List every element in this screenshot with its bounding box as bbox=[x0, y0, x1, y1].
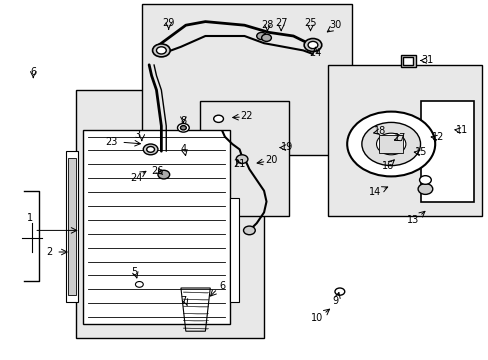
Text: 6: 6 bbox=[219, 281, 225, 291]
Circle shape bbox=[146, 147, 154, 152]
Bar bbox=[200, 101, 288, 216]
Text: 30: 30 bbox=[328, 20, 341, 30]
Circle shape bbox=[143, 144, 158, 155]
Bar bbox=[142, 4, 351, 155]
Text: 7: 7 bbox=[180, 296, 186, 306]
Bar bbox=[400, 55, 415, 67]
Text: 15: 15 bbox=[414, 147, 427, 157]
Text: 10: 10 bbox=[310, 312, 323, 323]
Circle shape bbox=[180, 126, 186, 130]
Text: 1: 1 bbox=[27, 213, 33, 223]
Bar bbox=[83, 130, 229, 324]
Circle shape bbox=[376, 133, 405, 155]
Bar bbox=[403, 57, 412, 65]
Circle shape bbox=[135, 282, 143, 287]
Text: 26: 26 bbox=[151, 166, 163, 176]
Text: 22: 22 bbox=[240, 111, 253, 121]
Circle shape bbox=[158, 170, 169, 179]
Text: 25: 25 bbox=[304, 18, 316, 28]
Circle shape bbox=[361, 122, 420, 166]
Text: 27: 27 bbox=[274, 18, 287, 28]
Text: 16: 16 bbox=[381, 161, 393, 171]
Circle shape bbox=[307, 41, 317, 49]
Text: 9: 9 bbox=[331, 296, 337, 306]
Circle shape bbox=[243, 226, 255, 235]
Bar bbox=[68, 158, 76, 295]
Text: 20: 20 bbox=[264, 155, 277, 165]
Circle shape bbox=[334, 288, 344, 295]
Circle shape bbox=[256, 32, 266, 40]
Text: 17: 17 bbox=[393, 132, 406, 143]
Bar bbox=[66, 151, 78, 302]
Text: 24: 24 bbox=[129, 173, 142, 183]
Circle shape bbox=[417, 184, 432, 194]
Text: 11: 11 bbox=[455, 125, 468, 135]
Text: 14: 14 bbox=[368, 186, 381, 197]
Circle shape bbox=[346, 112, 434, 176]
Bar bbox=[378, 135, 403, 153]
Text: 31: 31 bbox=[421, 55, 433, 66]
Text: 13: 13 bbox=[406, 215, 419, 225]
Circle shape bbox=[177, 123, 189, 132]
Text: 24: 24 bbox=[308, 48, 321, 58]
Text: 6: 6 bbox=[30, 67, 36, 77]
Bar bbox=[420, 101, 473, 202]
Text: 5: 5 bbox=[131, 267, 137, 277]
Circle shape bbox=[156, 47, 166, 54]
Text: 12: 12 bbox=[430, 132, 443, 142]
Circle shape bbox=[261, 34, 271, 41]
Text: 21: 21 bbox=[233, 159, 245, 169]
Bar bbox=[327, 65, 481, 216]
Circle shape bbox=[213, 115, 223, 122]
Text: 3: 3 bbox=[134, 130, 140, 140]
Text: 8: 8 bbox=[180, 116, 186, 126]
Circle shape bbox=[236, 155, 247, 163]
Text: 28: 28 bbox=[261, 20, 273, 30]
Bar bbox=[229, 198, 238, 302]
Text: 29: 29 bbox=[162, 18, 175, 28]
Text: 2: 2 bbox=[46, 247, 52, 257]
Circle shape bbox=[386, 140, 395, 148]
Bar bbox=[76, 90, 264, 338]
Text: 19: 19 bbox=[281, 141, 293, 152]
Circle shape bbox=[419, 176, 430, 184]
Text: 18: 18 bbox=[373, 126, 386, 136]
Circle shape bbox=[152, 44, 170, 57]
Text: 23: 23 bbox=[105, 137, 118, 147]
Circle shape bbox=[304, 39, 321, 51]
Text: 4: 4 bbox=[180, 144, 186, 154]
